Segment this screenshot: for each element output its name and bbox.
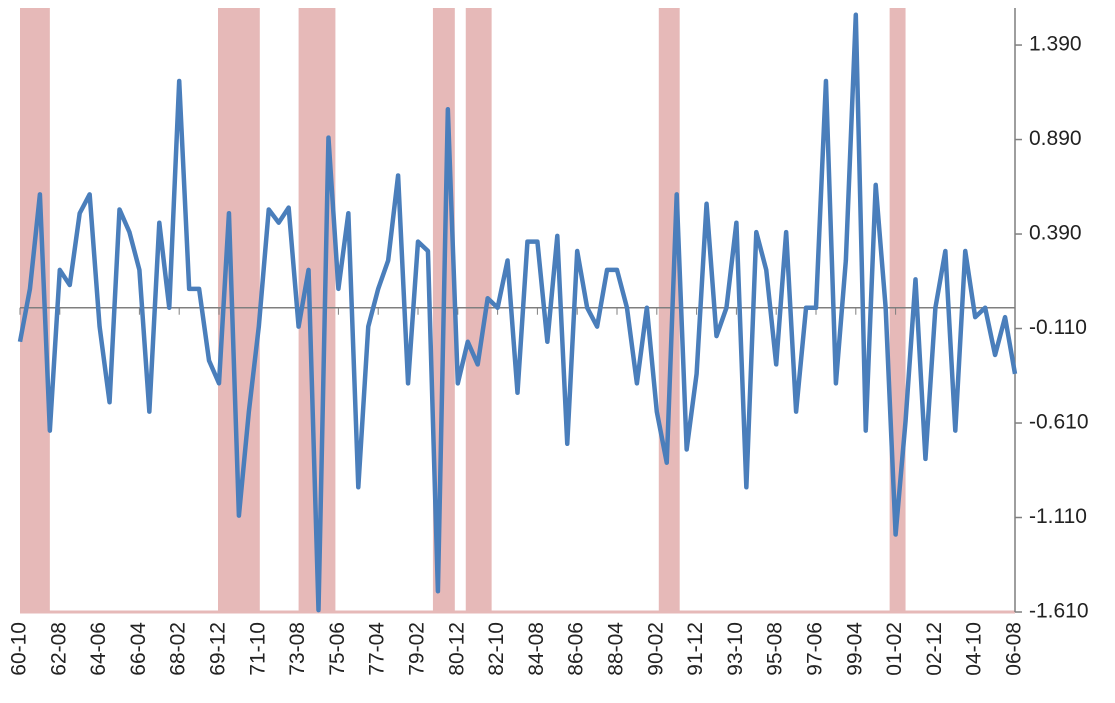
y-tick-label: 0.390 — [1029, 222, 1082, 245]
x-tick-label: 01-02 — [883, 622, 906, 676]
x-tick-label: 77-04 — [366, 622, 389, 676]
x-tick-label: 79-02 — [406, 622, 429, 676]
data-line — [17, 12, 1018, 613]
x-tick-label: 60-10 — [8, 622, 31, 676]
x-tick-label: 93-10 — [724, 622, 747, 676]
x-tick-label: 95-08 — [764, 622, 787, 676]
x-tick-label: 82-10 — [485, 622, 508, 676]
x-tick-label: 71-10 — [246, 622, 269, 676]
x-tick-label: 99-04 — [843, 622, 866, 676]
x-tick-label: 80-12 — [445, 622, 468, 676]
y-tick-label: -1.610 — [1029, 600, 1089, 623]
x-tick-label: 97-06 — [804, 622, 827, 676]
x-tick-label: 06-08 — [1003, 622, 1026, 676]
x-tick-label: 91-12 — [684, 622, 707, 676]
y-tick-label: 0.890 — [1029, 127, 1082, 150]
x-tick-label: 64-06 — [87, 622, 110, 676]
y-tick-label: -0.610 — [1029, 411, 1089, 434]
y-tick-label: -0.110 — [1029, 316, 1087, 339]
x-tick-label: 69-12 — [207, 622, 230, 676]
x-tick-label: 88-04 — [605, 622, 628, 676]
x-tick-label: 90-02 — [644, 622, 667, 676]
x-tick-label: 62-08 — [47, 622, 70, 676]
x-tick-label: 73-08 — [286, 622, 309, 676]
x-tick-label: 04-10 — [963, 622, 986, 676]
x-tick-label: 84-08 — [525, 622, 548, 676]
x-tick-label: 75-06 — [326, 622, 349, 676]
x-tick-label: 68-02 — [167, 622, 190, 676]
x-tick-label: 02-12 — [923, 622, 946, 676]
x-tick-label: 86-06 — [565, 622, 588, 676]
x-tick-label: 66-04 — [127, 622, 150, 676]
shaded-range — [658, 8, 680, 612]
y-tick-label: -1.110 — [1029, 505, 1087, 528]
y-tick-label: 1.390 — [1029, 33, 1082, 56]
